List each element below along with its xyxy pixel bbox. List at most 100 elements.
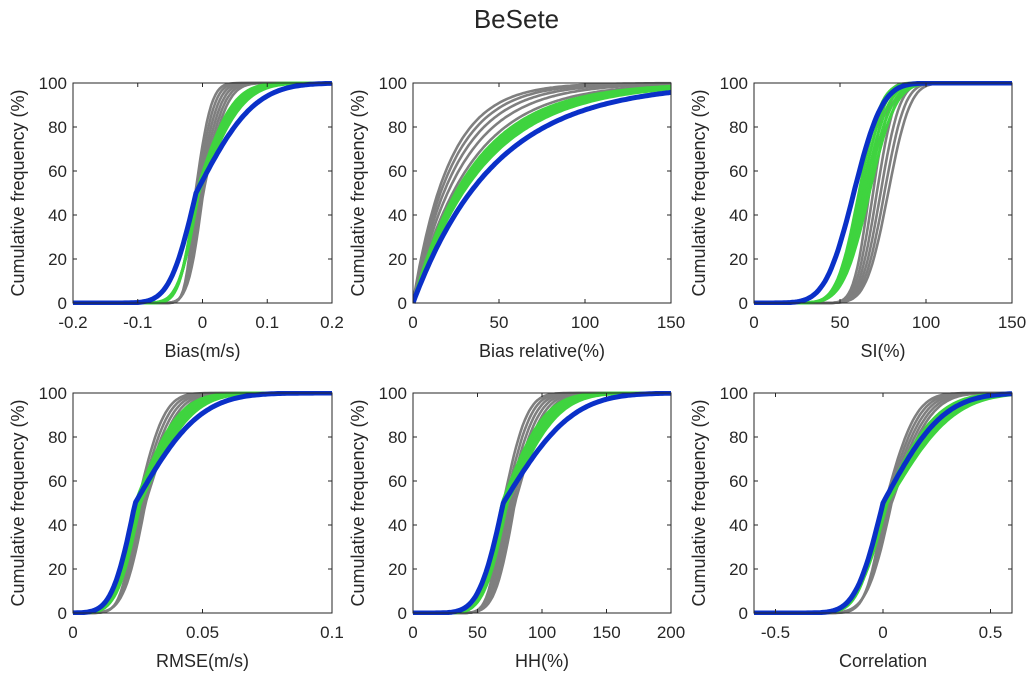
y-tick-label: 60 xyxy=(48,162,67,181)
x-tick-label: 0 xyxy=(878,623,887,642)
x-axis-label: Bias(m/s) xyxy=(165,341,241,361)
series-line-gray-3 xyxy=(73,391,332,615)
x-tick-label: 0 xyxy=(408,623,417,642)
series-line-gray-4 xyxy=(73,391,332,615)
y-tick-label: 40 xyxy=(729,516,748,535)
y-tick-label: 40 xyxy=(388,206,407,225)
x-tick-label: 0.5 xyxy=(979,623,1003,642)
y-axis-label: Cumulative frequency (%) xyxy=(689,399,709,606)
x-axis-label: HH(%) xyxy=(515,651,569,671)
y-tick-label: 60 xyxy=(388,472,407,491)
figure-title: BeSete xyxy=(473,4,560,34)
y-tick-label: 80 xyxy=(388,118,407,137)
y-tick-label: 20 xyxy=(388,560,407,579)
x-tick-label: -0.2 xyxy=(58,313,87,332)
series-line-green-5 xyxy=(73,391,332,615)
subplot-bias: 0 20 40 60 80 100 -0.2 -0.1 0 0.1 0.2 Bias(m/s) Cumu… xyxy=(8,74,344,361)
y-tick-label: 100 xyxy=(39,74,67,93)
y-tick-label: 0 xyxy=(739,294,748,313)
y-tick-label: 80 xyxy=(48,428,67,447)
y-tick-label: 60 xyxy=(388,162,407,181)
series-line-blue-1 xyxy=(413,391,671,615)
y-axis-label: Cumulative frequency (%) xyxy=(348,399,368,606)
series-line-green-5 xyxy=(413,84,671,304)
y-tick-label: 60 xyxy=(729,472,748,491)
x-axis-label: RMSE(m/s) xyxy=(156,651,249,671)
y-tick-label: 0 xyxy=(739,604,748,623)
y-tick-label: 100 xyxy=(379,384,407,403)
x-tick-label: 50 xyxy=(490,313,509,332)
y-axis-label: Cumulative frequency (%) xyxy=(8,399,28,606)
axes-frame xyxy=(72,392,333,614)
y-tick-label: 40 xyxy=(48,516,67,535)
y-tick-label: 40 xyxy=(388,516,407,535)
axes-frame xyxy=(753,82,1013,304)
x-tick-label: 0 xyxy=(198,313,207,332)
x-tick-label: 200 xyxy=(657,623,685,642)
subplot-correlation: 0 20 40 60 80 100 -0.5 0 0.5 Correlation Cumulativ… xyxy=(689,384,1013,671)
series-line-gray-1 xyxy=(73,391,332,615)
y-tick-label: 60 xyxy=(729,162,748,181)
y-tick-label: 100 xyxy=(720,384,748,403)
y-tick-label: 20 xyxy=(48,560,67,579)
series-line-green-1 xyxy=(73,391,332,615)
y-axis-label: Cumulative frequency (%) xyxy=(689,89,709,296)
series-line-blue-1 xyxy=(413,89,671,304)
subplot-bias_relative: 0 20 40 60 80 100 0 50 100 150 Bias relative(%) Cum… xyxy=(348,74,685,361)
y-tick-label: 40 xyxy=(729,206,748,225)
series-line-gray-6 xyxy=(73,81,332,305)
y-tick-label: 100 xyxy=(720,74,748,93)
x-tick-label: 0.2 xyxy=(320,313,344,332)
x-tick-label: 50 xyxy=(831,313,850,332)
y-tick-label: 80 xyxy=(388,428,407,447)
series-line-green-3 xyxy=(73,391,332,615)
series-line-green-3 xyxy=(754,81,1012,305)
subplot-rmse: 0 20 40 60 80 100 0 0.05 0.1 RMSE(m/s) Cumulative … xyxy=(8,384,344,671)
x-tick-label: 150 xyxy=(998,313,1026,332)
series-line-green-3 xyxy=(413,391,671,615)
x-axis-label: Bias relative(%) xyxy=(479,341,605,361)
y-tick-label: 80 xyxy=(729,428,748,447)
y-tick-label: 80 xyxy=(729,118,748,137)
series-line-gray-5 xyxy=(73,391,332,615)
x-tick-label: 0.1 xyxy=(320,623,344,642)
x-tick-label: 0 xyxy=(68,623,77,642)
y-tick-label: 0 xyxy=(58,294,67,313)
y-axis-label: Cumulative frequency (%) xyxy=(348,89,368,296)
x-tick-label: 100 xyxy=(528,623,556,642)
x-tick-label: 150 xyxy=(657,313,685,332)
x-axis-label: SI(%) xyxy=(861,341,906,361)
x-axis-label: Correlation xyxy=(839,651,927,671)
x-tick-label: 0.1 xyxy=(255,313,279,332)
y-tick-label: 0 xyxy=(398,294,407,313)
y-axis-label: Cumulative frequency (%) xyxy=(8,89,28,296)
y-tick-label: 20 xyxy=(729,560,748,579)
x-tick-label: 0.05 xyxy=(186,623,219,642)
y-tick-label: 60 xyxy=(48,472,67,491)
y-tick-label: 100 xyxy=(39,384,67,403)
y-tick-label: 0 xyxy=(398,604,407,623)
x-tick-label: 50 xyxy=(468,623,487,642)
series-line-gray-2 xyxy=(73,391,332,615)
x-tick-label: 150 xyxy=(592,623,620,642)
y-tick-label: 40 xyxy=(48,206,67,225)
series-line-green-2 xyxy=(73,391,332,615)
x-tick-label: -0.5 xyxy=(761,623,790,642)
subplot-hh: 0 20 40 60 80 100 0 50 100 150 200 HH(%) Cumulative … xyxy=(348,384,685,671)
y-tick-label: 20 xyxy=(388,250,407,269)
y-tick-label: 100 xyxy=(379,74,407,93)
x-tick-label: 0 xyxy=(408,313,417,332)
x-tick-label: 100 xyxy=(571,313,599,332)
subplot-si: 0 20 40 60 80 100 0 50 100 150 SI(%) Cumulative fre… xyxy=(689,74,1026,361)
series-line-green-4 xyxy=(73,391,332,615)
y-tick-label: 0 xyxy=(58,604,67,623)
x-tick-label: -0.1 xyxy=(123,313,152,332)
series-line-blue-1 xyxy=(73,391,332,615)
y-tick-label: 20 xyxy=(48,250,67,269)
y-tick-label: 20 xyxy=(729,250,748,269)
x-tick-label: 0 xyxy=(749,313,758,332)
y-tick-label: 80 xyxy=(48,118,67,137)
axes-frame xyxy=(412,82,672,304)
series-line-blue-1 xyxy=(754,391,1012,615)
